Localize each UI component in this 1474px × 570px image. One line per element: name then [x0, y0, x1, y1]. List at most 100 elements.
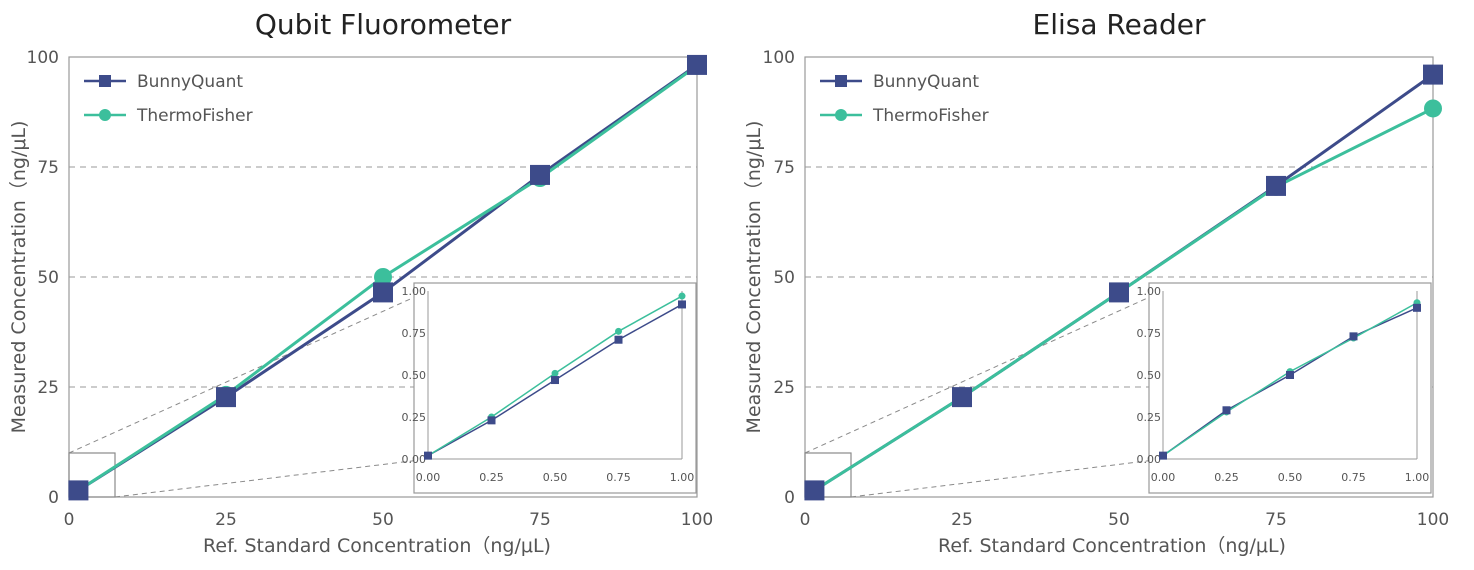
- legend-label-thermofisher: ThermoFisher: [136, 106, 253, 126]
- y-tick-label: 100: [763, 48, 795, 68]
- x-tick-label: 0: [800, 510, 811, 530]
- x-tick-label: 25: [215, 510, 237, 530]
- y-tick-label: 0: [784, 488, 795, 508]
- chart-title: Elisa Reader: [1033, 8, 1206, 41]
- data-point: [216, 387, 236, 408]
- legend-label-bunnyquant: BunnyQuant: [873, 72, 979, 92]
- axis-ticks: 0 25 50 75 100 0 25 50 75 100: [763, 48, 1450, 530]
- inset-y-tick-label: 0.25: [402, 411, 427, 424]
- y-tick-label: 25: [773, 378, 795, 398]
- zoom-connector: [804, 290, 1164, 454]
- inset-y-tick-label: 0.00: [1137, 453, 1162, 466]
- data-point: [374, 268, 392, 286]
- y-axis-label: Measured Concentration（ng/μL): [8, 121, 30, 434]
- inset-x-tick-label: 0.75: [606, 471, 631, 484]
- inset-data-point: [678, 300, 686, 309]
- inset-data-point: [487, 416, 496, 425]
- inset-data-point: [615, 327, 622, 335]
- inset-x-tick-label: 0.00: [416, 471, 441, 484]
- zoom-connector: [68, 290, 429, 454]
- y-tick-label: 25: [37, 378, 59, 398]
- y-tick-label: 50: [37, 268, 59, 288]
- zoom-connector: [850, 458, 1164, 498]
- inset-data-point: [1159, 451, 1167, 460]
- chart-elisa-reader: Elisa Reader Ref. Standard Concentration…: [743, 8, 1449, 557]
- data-point: [1266, 175, 1286, 196]
- legend-label-thermofisher: ThermoFisher: [872, 106, 989, 126]
- inset-y-tick-label: 0.75: [1137, 327, 1162, 340]
- plot-frame: [68, 56, 698, 498]
- y-tick-label: 75: [773, 158, 795, 178]
- inset-x-tick-label: 0.50: [1278, 471, 1303, 484]
- inset-x-tick-label: 0.50: [543, 471, 568, 484]
- inset-x-tick-label: 0.25: [1214, 471, 1239, 484]
- y-tick-label: 0: [48, 488, 59, 508]
- legend: BunnyQuant ThermoFisher: [84, 72, 253, 126]
- data-point: [1423, 64, 1443, 85]
- inset-y-tick-label: 0.50: [402, 369, 427, 382]
- inset-y-tick-label: 1.00: [1137, 285, 1162, 298]
- inset-y-tick-label: 0.75: [402, 327, 427, 340]
- inset-chart: 0.00 0.25 0.50 0.75 1.00 0.00 0.25 0.50 0.75 1.00: [402, 282, 697, 494]
- inset-data-point: [551, 376, 559, 385]
- zoom-connector: [114, 458, 429, 498]
- zoom-box: [68, 452, 116, 498]
- inset-y-tick-label: 0.25: [1137, 411, 1162, 424]
- zoom-indicator: [804, 290, 1164, 498]
- y-tick-label: 100: [27, 48, 59, 68]
- inset-x-tick-label: 0.00: [1151, 471, 1176, 484]
- x-tick-label: 0: [64, 510, 75, 530]
- inset-y-tick-label: 1.00: [402, 285, 427, 298]
- inset-data-point: [551, 369, 559, 377]
- x-tick-label: 50: [1108, 510, 1130, 530]
- inset-y-tick-label: 0.50: [1137, 369, 1162, 382]
- x-tick-label: 100: [1417, 510, 1449, 530]
- inset-x-tick-label: 1.00: [1405, 471, 1430, 484]
- legend-label-bunnyquant: BunnyQuant: [137, 72, 243, 92]
- legend: BunnyQuant ThermoFisher: [820, 72, 989, 126]
- inset-data-point: [614, 335, 623, 344]
- zoom-indicator: [68, 290, 429, 498]
- inset-x-tick-label: 0.25: [479, 471, 504, 484]
- x-axis-label: Ref. Standard Concentration（ng/μL): [938, 535, 1286, 557]
- grid-lines: [805, 166, 1433, 388]
- series-layer: 0.00 0.25 0.50 0.75 1.00 0.00 0.25 0.50 0.75 1.00: [68, 54, 707, 501]
- y-axis-label: Measured Concentration（ng/μL): [743, 121, 765, 434]
- inset-data-point: [1413, 303, 1421, 312]
- inset-frame: [1148, 282, 1432, 494]
- legend-circle-icon: [99, 109, 111, 121]
- x-tick-label: 75: [529, 510, 551, 530]
- data-point: [1424, 99, 1442, 118]
- inset-y-tick-label: 0.00: [402, 453, 427, 466]
- inset-data-point: [1222, 406, 1231, 415]
- legend-square-icon: [99, 75, 111, 87]
- data-point: [68, 480, 89, 501]
- inset-x-tick-label: 1.00: [670, 471, 695, 484]
- data-point: [687, 54, 707, 75]
- inset-frame: [413, 282, 697, 494]
- data-point: [1109, 282, 1129, 303]
- plot-frame: [804, 56, 1434, 498]
- data-point: [530, 164, 550, 185]
- y-tick-label: 50: [773, 268, 795, 288]
- data-point: [952, 387, 972, 408]
- chart-title: Qubit Fluorometer: [255, 8, 512, 41]
- inset-data-point: [1349, 332, 1358, 341]
- zoom-box: [804, 452, 852, 498]
- data-point: [373, 282, 393, 303]
- chart-qubit-fluorometer: Qubit Fluorometer Ref. Standard Concentr…: [8, 8, 713, 557]
- x-tick-label: 75: [1265, 510, 1287, 530]
- inset-chart: 0.00 0.25 0.50 0.75 1.00 0.00 0.25 0.50 0.75 1.00: [1137, 282, 1432, 494]
- legend-circle-icon: [835, 109, 847, 121]
- inset-data-point: [678, 292, 686, 300]
- x-axis-label: Ref. Standard Concentration（ng/μL): [203, 535, 551, 557]
- inset-x-tick-label: 0.75: [1341, 471, 1366, 484]
- inset-data-point: [424, 451, 432, 460]
- axis-ticks: 0 25 50 75 100 0 25 50 75 100: [27, 48, 714, 530]
- inset-data-point: [1286, 371, 1294, 379]
- series-layer: 0.00 0.25 0.50 0.75 1.00 0.00 0.25 0.50 0.75 1.00: [804, 64, 1443, 501]
- x-tick-label: 25: [951, 510, 973, 530]
- x-tick-label: 100: [681, 510, 713, 530]
- data-point: [804, 480, 825, 501]
